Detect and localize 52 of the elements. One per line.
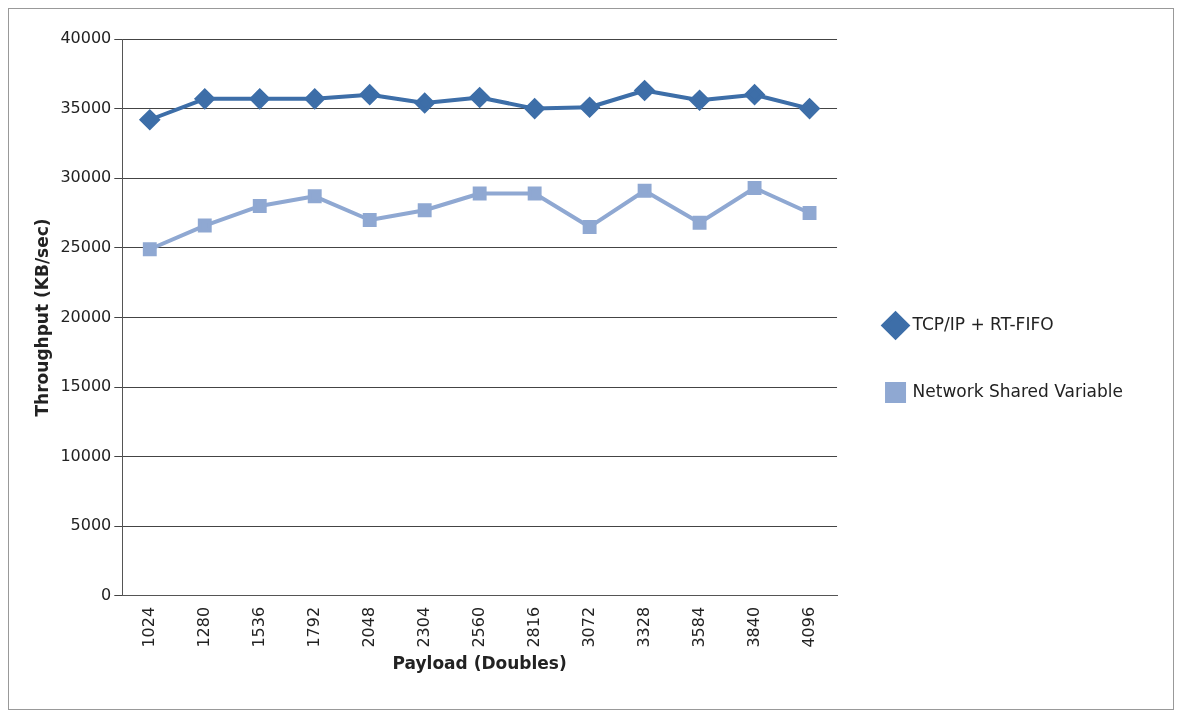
point bbox=[634, 80, 655, 101]
point bbox=[472, 186, 487, 201]
y-tick-label: 15000 bbox=[60, 376, 112, 396]
point bbox=[802, 206, 817, 220]
y-tick-label: 40000 bbox=[60, 28, 112, 48]
x-tick-label: 1536 bbox=[248, 606, 268, 648]
x-tick-label: 3328 bbox=[633, 606, 653, 648]
x-tick-label: 3840 bbox=[743, 606, 763, 648]
point bbox=[414, 93, 435, 114]
y-tick-label: 5000 bbox=[70, 515, 112, 535]
point bbox=[307, 189, 322, 204]
x-tick-label: 2816 bbox=[523, 606, 543, 648]
point bbox=[252, 199, 267, 214]
y-tick-label: 10000 bbox=[60, 445, 112, 465]
x-tick-label: 2048 bbox=[358, 606, 378, 648]
y-tick-label: 0 bbox=[101, 585, 112, 605]
point bbox=[689, 90, 710, 111]
point bbox=[744, 84, 765, 105]
point bbox=[692, 215, 707, 230]
point bbox=[304, 88, 325, 109]
y-tick-label: 30000 bbox=[60, 167, 112, 187]
point bbox=[362, 213, 377, 227]
x-tick-label: 4096 bbox=[798, 606, 818, 648]
point bbox=[747, 181, 762, 195]
point bbox=[579, 97, 600, 118]
y-tick-label: 20000 bbox=[60, 306, 112, 326]
point bbox=[637, 183, 652, 198]
point bbox=[197, 218, 212, 233]
x-axis-title: Payload (Doubles) bbox=[392, 653, 567, 674]
legend-label: Network Shared Variable bbox=[912, 380, 1123, 401]
point bbox=[799, 98, 820, 119]
x-tick-label: 3584 bbox=[688, 606, 708, 648]
x-tick-label: 1792 bbox=[303, 606, 323, 648]
point bbox=[524, 98, 545, 119]
point bbox=[194, 88, 215, 109]
point bbox=[527, 186, 542, 201]
point bbox=[417, 203, 432, 218]
y-tick-label: 35000 bbox=[60, 97, 112, 117]
y-tick-label: 25000 bbox=[60, 236, 112, 256]
x-tick-label: 2304 bbox=[413, 606, 433, 648]
point bbox=[249, 88, 270, 109]
legend-label: TCP/IP + RT-FIFO bbox=[911, 313, 1054, 334]
point bbox=[582, 220, 597, 234]
point bbox=[469, 87, 490, 108]
x-tick-label: 2560 bbox=[468, 606, 488, 648]
point bbox=[139, 109, 160, 130]
x-tick-label: 1024 bbox=[138, 606, 158, 648]
point bbox=[142, 242, 157, 257]
y-axis-title: Throughput (KB/sec) bbox=[31, 218, 52, 417]
x-tick-label: 3072 bbox=[578, 606, 598, 648]
point bbox=[359, 84, 380, 105]
x-tick-label: 1280 bbox=[193, 606, 213, 648]
